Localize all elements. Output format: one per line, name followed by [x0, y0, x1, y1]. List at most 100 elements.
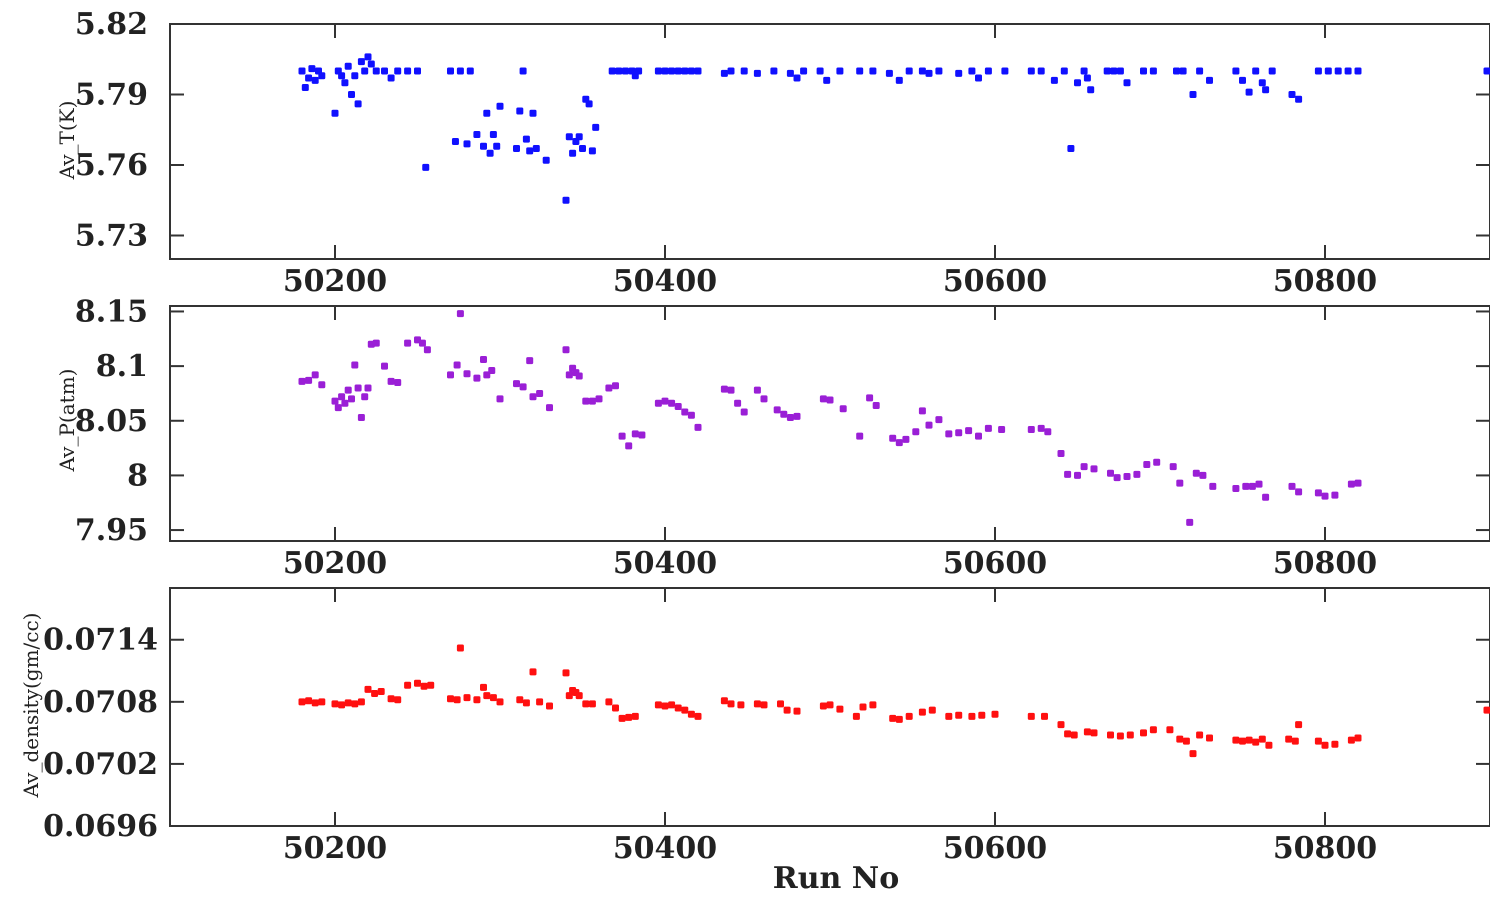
pressure-data-point [786, 413, 794, 421]
temperature-data-point [740, 67, 748, 75]
temperature-data-point [1001, 67, 1009, 75]
density-data-point [625, 713, 633, 721]
density-data-point [357, 698, 365, 706]
density-data-point [1285, 735, 1293, 743]
density-data-point [1347, 736, 1355, 744]
temperature-data-point [357, 58, 365, 66]
temperature-data-point [681, 67, 689, 75]
temperature-data-point [1067, 145, 1075, 153]
pressure-data-point [727, 386, 735, 394]
density-data-point [516, 696, 524, 704]
temperature-y-tick-label: 5.76 [75, 148, 148, 183]
temperature-data-point [1288, 91, 1296, 98]
pressure-data-point [348, 395, 355, 403]
temperature-data-point [1080, 67, 1088, 75]
temperature-data-point [674, 67, 682, 75]
density-y-tick-label: 0.0702 [43, 747, 158, 782]
pressure-y-tick-label: 8 [127, 458, 148, 493]
density-data-point [819, 702, 827, 710]
temperature-y-tick-label: 5.73 [75, 219, 148, 254]
pressure-data-point [1232, 485, 1240, 493]
pressure-x-tick-label: 50600 [943, 546, 1047, 581]
temperature-data-point [301, 83, 309, 91]
pressure-data-point [588, 397, 596, 405]
density-data-point [588, 700, 596, 708]
pressure-data-point [344, 386, 352, 394]
density-data-point [1252, 738, 1260, 746]
pressure-data-point [1113, 474, 1121, 482]
pressure-data-point [1090, 465, 1098, 473]
pressure-data-point [902, 435, 910, 443]
temperature-data-point [1206, 76, 1213, 84]
pressure-data-point [361, 393, 369, 401]
temperature-x-tick-label: 50400 [613, 264, 717, 299]
pressure-data-point [668, 399, 676, 407]
density-data-point [344, 699, 352, 707]
density-data-point [760, 701, 768, 709]
pressure-data-point [780, 410, 788, 418]
density-data-point [1057, 721, 1065, 729]
pressure-data-point [661, 397, 669, 405]
density-x-tick-label: 50800 [1273, 831, 1377, 866]
pressure-data-point [1321, 492, 1329, 500]
temperature-data-point [522, 135, 530, 143]
temperature-data-point [836, 67, 844, 75]
pressure-data-point [1288, 482, 1296, 490]
density-data-point [529, 668, 537, 676]
temperature-data-point [1189, 91, 1197, 98]
pressure-data-point [418, 339, 426, 347]
temperature-data-point [569, 149, 577, 157]
density-data-point [694, 712, 702, 720]
temperature-data-point [1314, 67, 1322, 75]
pressure-data-point [305, 376, 313, 384]
pressure-data-point [740, 408, 748, 416]
pressure-data-point [447, 371, 454, 379]
pressure-data-point [1314, 489, 1322, 497]
density-data-point [945, 712, 953, 720]
temperature-data-point [473, 130, 481, 138]
density-data-point [1149, 726, 1157, 734]
temperature-data-point [793, 74, 801, 82]
temperature-data-point [579, 145, 586, 153]
temperature-points [298, 53, 1490, 204]
density-data-point [1107, 731, 1114, 739]
pressure-data-point [1209, 482, 1217, 490]
pressure-data-point [1064, 470, 1072, 478]
density-data-point [1295, 721, 1303, 729]
density-data-point [777, 700, 784, 708]
density-plot-frame [169, 587, 1490, 827]
density-data-point [968, 712, 976, 720]
temperature-panel: 50200 50400 50600 50800 5.73 5.76 5.79 5.82 Av_… [55, 7, 1490, 299]
density-data-point [387, 695, 395, 703]
temperature-data-point [984, 67, 992, 75]
pressure-data-point [341, 399, 349, 407]
temperature-data-point [341, 79, 349, 87]
temperature-data-point [1173, 67, 1180, 75]
temperature-data-point [532, 145, 540, 153]
density-y-tick-label: 0.0696 [43, 809, 158, 844]
pressure-data-point [618, 432, 626, 440]
pressure-data-point [694, 423, 702, 431]
density-data-point [889, 714, 897, 722]
temperature-data-point [575, 133, 583, 141]
temperature-data-point [918, 67, 926, 75]
density-data-point [605, 698, 613, 706]
density-x-tick-label: 50200 [283, 831, 387, 866]
density-data-point [859, 703, 867, 711]
density-data-point [928, 706, 936, 714]
pressure-data-point [404, 339, 412, 347]
pressure-data-point [1133, 470, 1141, 478]
pressure-data-point [1107, 469, 1114, 477]
temperature-data-point [1334, 67, 1342, 75]
density-data-point [1314, 737, 1322, 745]
temperature-data-point [344, 62, 352, 70]
pressure-data-point [488, 366, 496, 374]
density-data-point [687, 710, 695, 718]
temperature-data-point [1060, 67, 1068, 75]
temperature-data-point [483, 109, 491, 117]
temperature-data-point [414, 67, 421, 75]
pressure-data-point [480, 356, 487, 364]
pressure-data-point [975, 432, 982, 440]
temperature-data-point [935, 67, 943, 75]
